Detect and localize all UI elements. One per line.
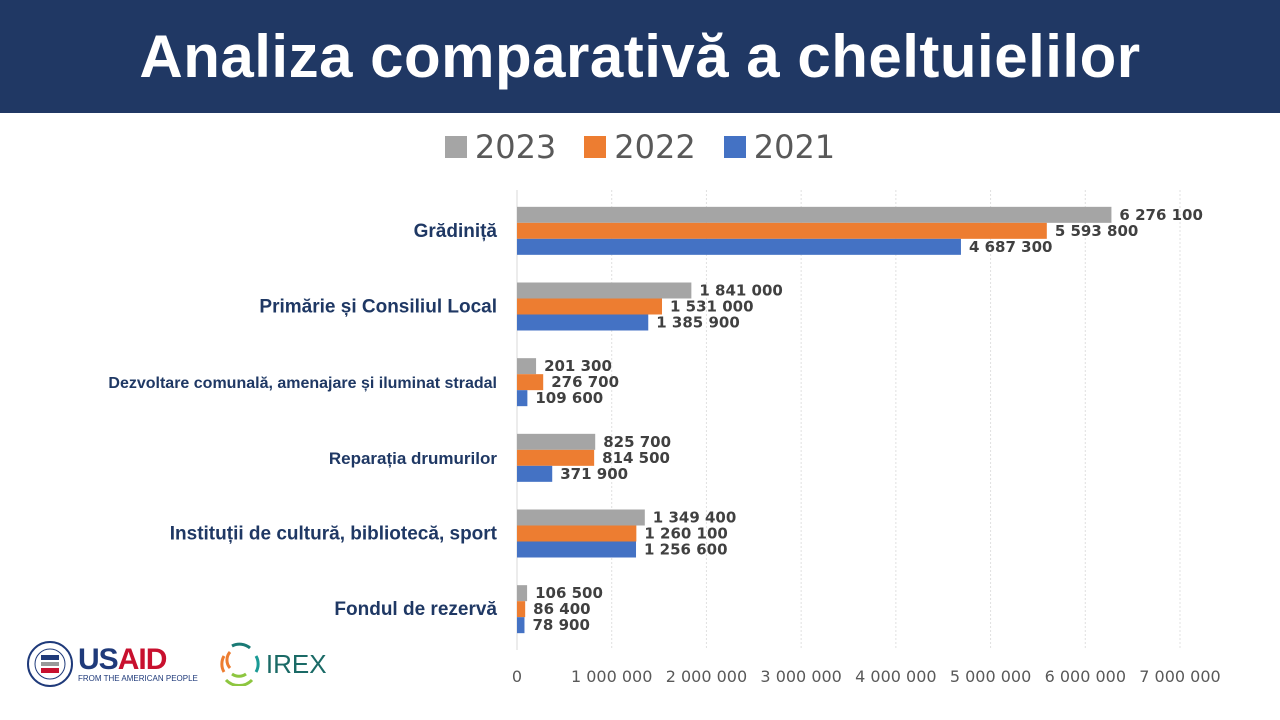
x-tick-label: 2 000 000 (666, 667, 747, 686)
bar-2023 (517, 585, 528, 602)
bar-2023 (517, 509, 645, 526)
category-label: Instituții de cultură, bibliotecă, sport (170, 524, 498, 545)
data-label: 371 900 (560, 465, 628, 483)
data-label: 86 400 (533, 600, 590, 618)
data-label: 4 687 300 (969, 238, 1053, 256)
data-label: 201 300 (544, 357, 612, 375)
data-label: 1 841 000 (699, 282, 783, 300)
legend-label: 2021 (753, 128, 836, 166)
bar-2022 (517, 222, 1047, 239)
bar-2021 (517, 617, 525, 634)
data-label: 1 349 400 (653, 509, 737, 527)
category-label: Reparația drumurilor (329, 449, 498, 468)
category-label: Fondul de rezervă (334, 599, 497, 620)
data-label: 109 600 (535, 389, 603, 407)
data-label: 1 531 000 (670, 298, 754, 316)
category-label: Grădiniță (414, 221, 498, 242)
page-title: Analiza comparativă a cheltuielilor (139, 23, 1141, 90)
data-label: 825 700 (603, 433, 671, 451)
legend-swatch (444, 136, 467, 158)
bar-2022 (517, 374, 544, 391)
legend-item-2023: 2023 (444, 128, 557, 166)
data-label: 1 260 100 (644, 525, 728, 543)
x-tick-label: 7 000 000 (1139, 667, 1220, 686)
x-tick-label: 3 000 000 (760, 667, 841, 686)
x-tick-label: 5 000 000 (950, 667, 1031, 686)
legend-item-2022: 2022 (584, 128, 696, 166)
logos: USAID FROM THE AMERICAN PEOPLE IREX (26, 640, 327, 688)
data-label: 5 593 800 (1055, 222, 1139, 240)
legend-swatch (723, 136, 746, 158)
legend: 2023 2022 2021 (0, 128, 1280, 166)
category-label: Primărie și Consiliul Local (259, 297, 497, 318)
bar-2021 (517, 314, 649, 331)
bar-2021 (517, 238, 961, 255)
bar-2021 (517, 465, 553, 482)
bar-2021 (517, 541, 637, 558)
bar-2021 (517, 390, 528, 407)
irex-logo-text: IREX (265, 648, 327, 679)
data-label: 1 385 900 (656, 314, 740, 332)
irex-mark-icon (220, 642, 260, 686)
bar-2022 (517, 449, 595, 466)
usaid-seal-icon (27, 641, 73, 687)
bar-2023 (517, 358, 537, 375)
x-tick-label: 4 000 000 (855, 667, 936, 686)
bar-2022 (517, 298, 663, 315)
data-label: 276 700 (551, 373, 619, 391)
data-label: 78 900 (532, 616, 589, 634)
x-tick-label: 1 000 000 (571, 667, 652, 686)
data-label: 1 256 600 (644, 541, 728, 559)
data-label: 6 276 100 (1119, 206, 1203, 224)
legend-label: 2022 (614, 128, 696, 166)
bar-2022 (517, 601, 526, 618)
bar-2023 (517, 433, 596, 450)
usaid-logo-text: USAID (78, 643, 167, 676)
bar-2022 (517, 525, 637, 542)
legend-item-2021: 2021 (723, 128, 836, 166)
bar-2023 (517, 282, 692, 299)
title-banner: Analiza comparativă a cheltuielilor (0, 0, 1280, 113)
x-tick-label: 6 000 000 (1045, 667, 1126, 686)
legend-swatch (584, 136, 607, 158)
data-label: 814 500 (602, 449, 670, 467)
category-label: Dezvoltare comunală, amenajare și ilumin… (108, 375, 497, 392)
legend-label: 2023 (474, 128, 557, 166)
data-label: 106 500 (535, 584, 603, 602)
bar-2023 (517, 206, 1112, 223)
x-tick-label: 0 (512, 667, 522, 686)
usaid-tagline: FROM THE AMERICAN PEOPLE (78, 674, 198, 683)
